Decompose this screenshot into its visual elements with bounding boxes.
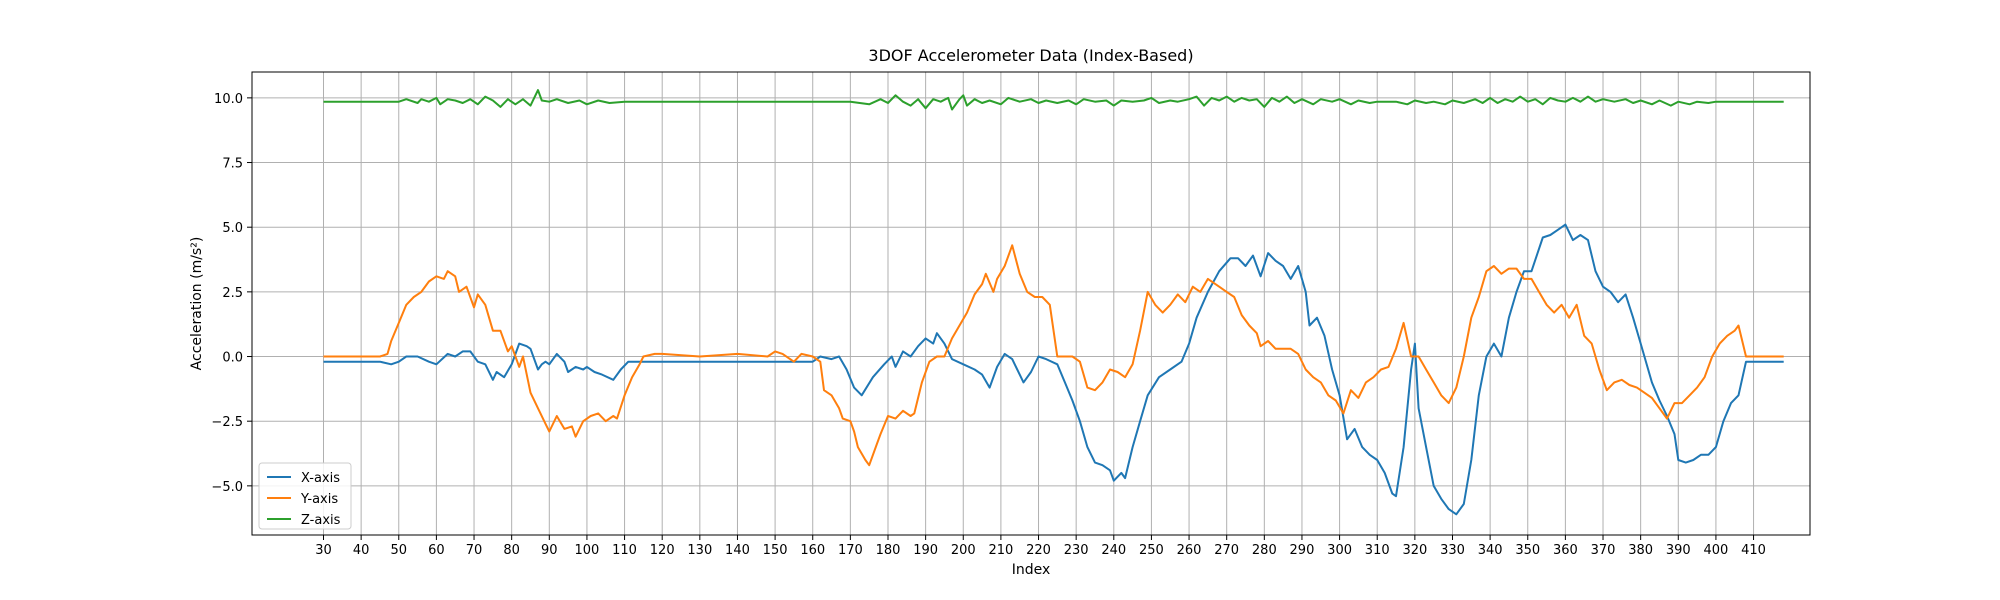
y-tick-label: 2.5 <box>222 286 243 301</box>
legend-box <box>258 462 352 530</box>
legend-label: X-axis <box>301 471 340 486</box>
y-tick-label: 0.0 <box>222 351 243 366</box>
legend-label: Z-axis <box>301 513 341 528</box>
y-tick-label: 5.0 <box>222 221 243 236</box>
x-tick-label: 80 <box>503 543 520 558</box>
x-tick-label: 350 <box>1515 543 1540 558</box>
grid <box>252 72 1810 535</box>
x-tick-label: 210 <box>988 543 1013 558</box>
x-tick-label: 160 <box>800 543 825 558</box>
x-tick-label: 200 <box>951 543 976 558</box>
x-tick-label: 40 <box>353 543 370 558</box>
series-lines <box>323 89 1784 516</box>
series-line-z-axis <box>323 89 1784 111</box>
x-tick-label: 260 <box>1177 543 1202 558</box>
x-tick-label: 220 <box>1026 543 1051 558</box>
x-tick-label: 100 <box>575 543 600 558</box>
series-line-x-axis <box>323 223 1784 516</box>
legend-label: Y-axis <box>300 492 338 507</box>
chart-title: 3DOF Accelerometer Data (Index-Based) <box>868 46 1193 65</box>
x-tick-label: 320 <box>1402 543 1427 558</box>
x-tick-label: 60 <box>428 543 445 558</box>
x-tick-label: 360 <box>1553 543 1578 558</box>
x-tick-label: 120 <box>650 543 675 558</box>
x-tick-label: 340 <box>1478 543 1503 558</box>
x-tick-label: 370 <box>1591 543 1616 558</box>
y-tick-label: −5.0 <box>211 480 243 495</box>
x-tick-label: 240 <box>1101 543 1126 558</box>
x-tick-label: 230 <box>1064 543 1089 558</box>
x-tick-label: 300 <box>1327 543 1352 558</box>
x-tick-label: 290 <box>1290 543 1315 558</box>
x-tick-label: 410 <box>1741 543 1766 558</box>
x-tick-label: 400 <box>1704 543 1729 558</box>
x-tick-label: 150 <box>763 543 788 558</box>
series-line-y-axis <box>323 244 1784 467</box>
x-tick-label: 130 <box>687 543 712 558</box>
x-tick-label: 280 <box>1252 543 1277 558</box>
x-tick-label: 380 <box>1628 543 1653 558</box>
y-tick-label: 7.5 <box>222 157 243 172</box>
x-tick-label: 50 <box>390 543 407 558</box>
x-tick-label: 270 <box>1214 543 1239 558</box>
x-tick-label: 30 <box>315 543 332 558</box>
legend: X-axis Y-axis Z-axis <box>258 462 352 530</box>
x-tick-label: 310 <box>1365 543 1390 558</box>
x-tick-label: 330 <box>1440 543 1465 558</box>
x-tick-label: 140 <box>725 543 750 558</box>
x-tick-label: 70 <box>466 543 483 558</box>
y-axis-label: Acceleration (m/s²) <box>189 237 205 371</box>
x-tick-label: 170 <box>838 543 863 558</box>
plot-frame <box>251 71 1811 536</box>
x-tick-label: 250 <box>1139 543 1164 558</box>
x-tick-label: 90 <box>541 543 558 558</box>
x-tick-label: 390 <box>1666 543 1691 558</box>
y-tick-label: 10.0 <box>214 92 243 107</box>
y-tick-label: −2.5 <box>211 415 243 430</box>
x-axis-label: Index <box>1012 562 1051 578</box>
x-tick-label: 180 <box>876 543 901 558</box>
x-tick-label: 190 <box>913 543 938 558</box>
axis-ticks: 30 40 50 60 70 80 90 100 110 120 130 140 150 160 170 18… <box>211 92 1766 558</box>
x-tick-label: 110 <box>612 543 637 558</box>
